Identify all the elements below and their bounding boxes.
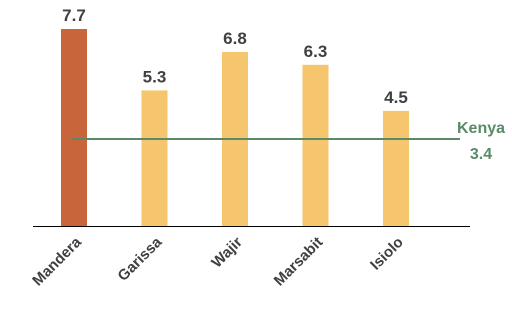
category-label-mandera: Mandera bbox=[29, 233, 85, 289]
reference-line-label: Kenya bbox=[457, 120, 505, 137]
value-label-marsabit: 6.3 bbox=[304, 42, 328, 61]
bars-group bbox=[61, 29, 409, 227]
category-label-wajir: Wajir bbox=[208, 234, 246, 272]
bar-isiolo bbox=[383, 110, 409, 226]
category-label-marsabit: Marsabit bbox=[271, 234, 327, 290]
value-label-garissa: 5.3 bbox=[143, 67, 167, 86]
bar-mandera bbox=[61, 29, 87, 226]
category-label-garissa: Garissa bbox=[114, 233, 165, 284]
category-label-isiolo: Isiolo bbox=[367, 234, 407, 274]
value-labels-group: 7.7 5.3 6.8 6.3 4.5 bbox=[62, 6, 408, 107]
value-label-isiolo: 4.5 bbox=[384, 88, 408, 107]
reference-line-value: 3.4 bbox=[470, 146, 492, 163]
value-label-wajir: 6.8 bbox=[223, 29, 247, 48]
value-label-mandera: 7.7 bbox=[62, 6, 86, 25]
bar-garissa bbox=[141, 90, 168, 227]
category-labels-group: Mandera Garissa Wajir Marsabit Isiolo bbox=[29, 233, 407, 289]
bar-marsabit bbox=[302, 64, 329, 227]
